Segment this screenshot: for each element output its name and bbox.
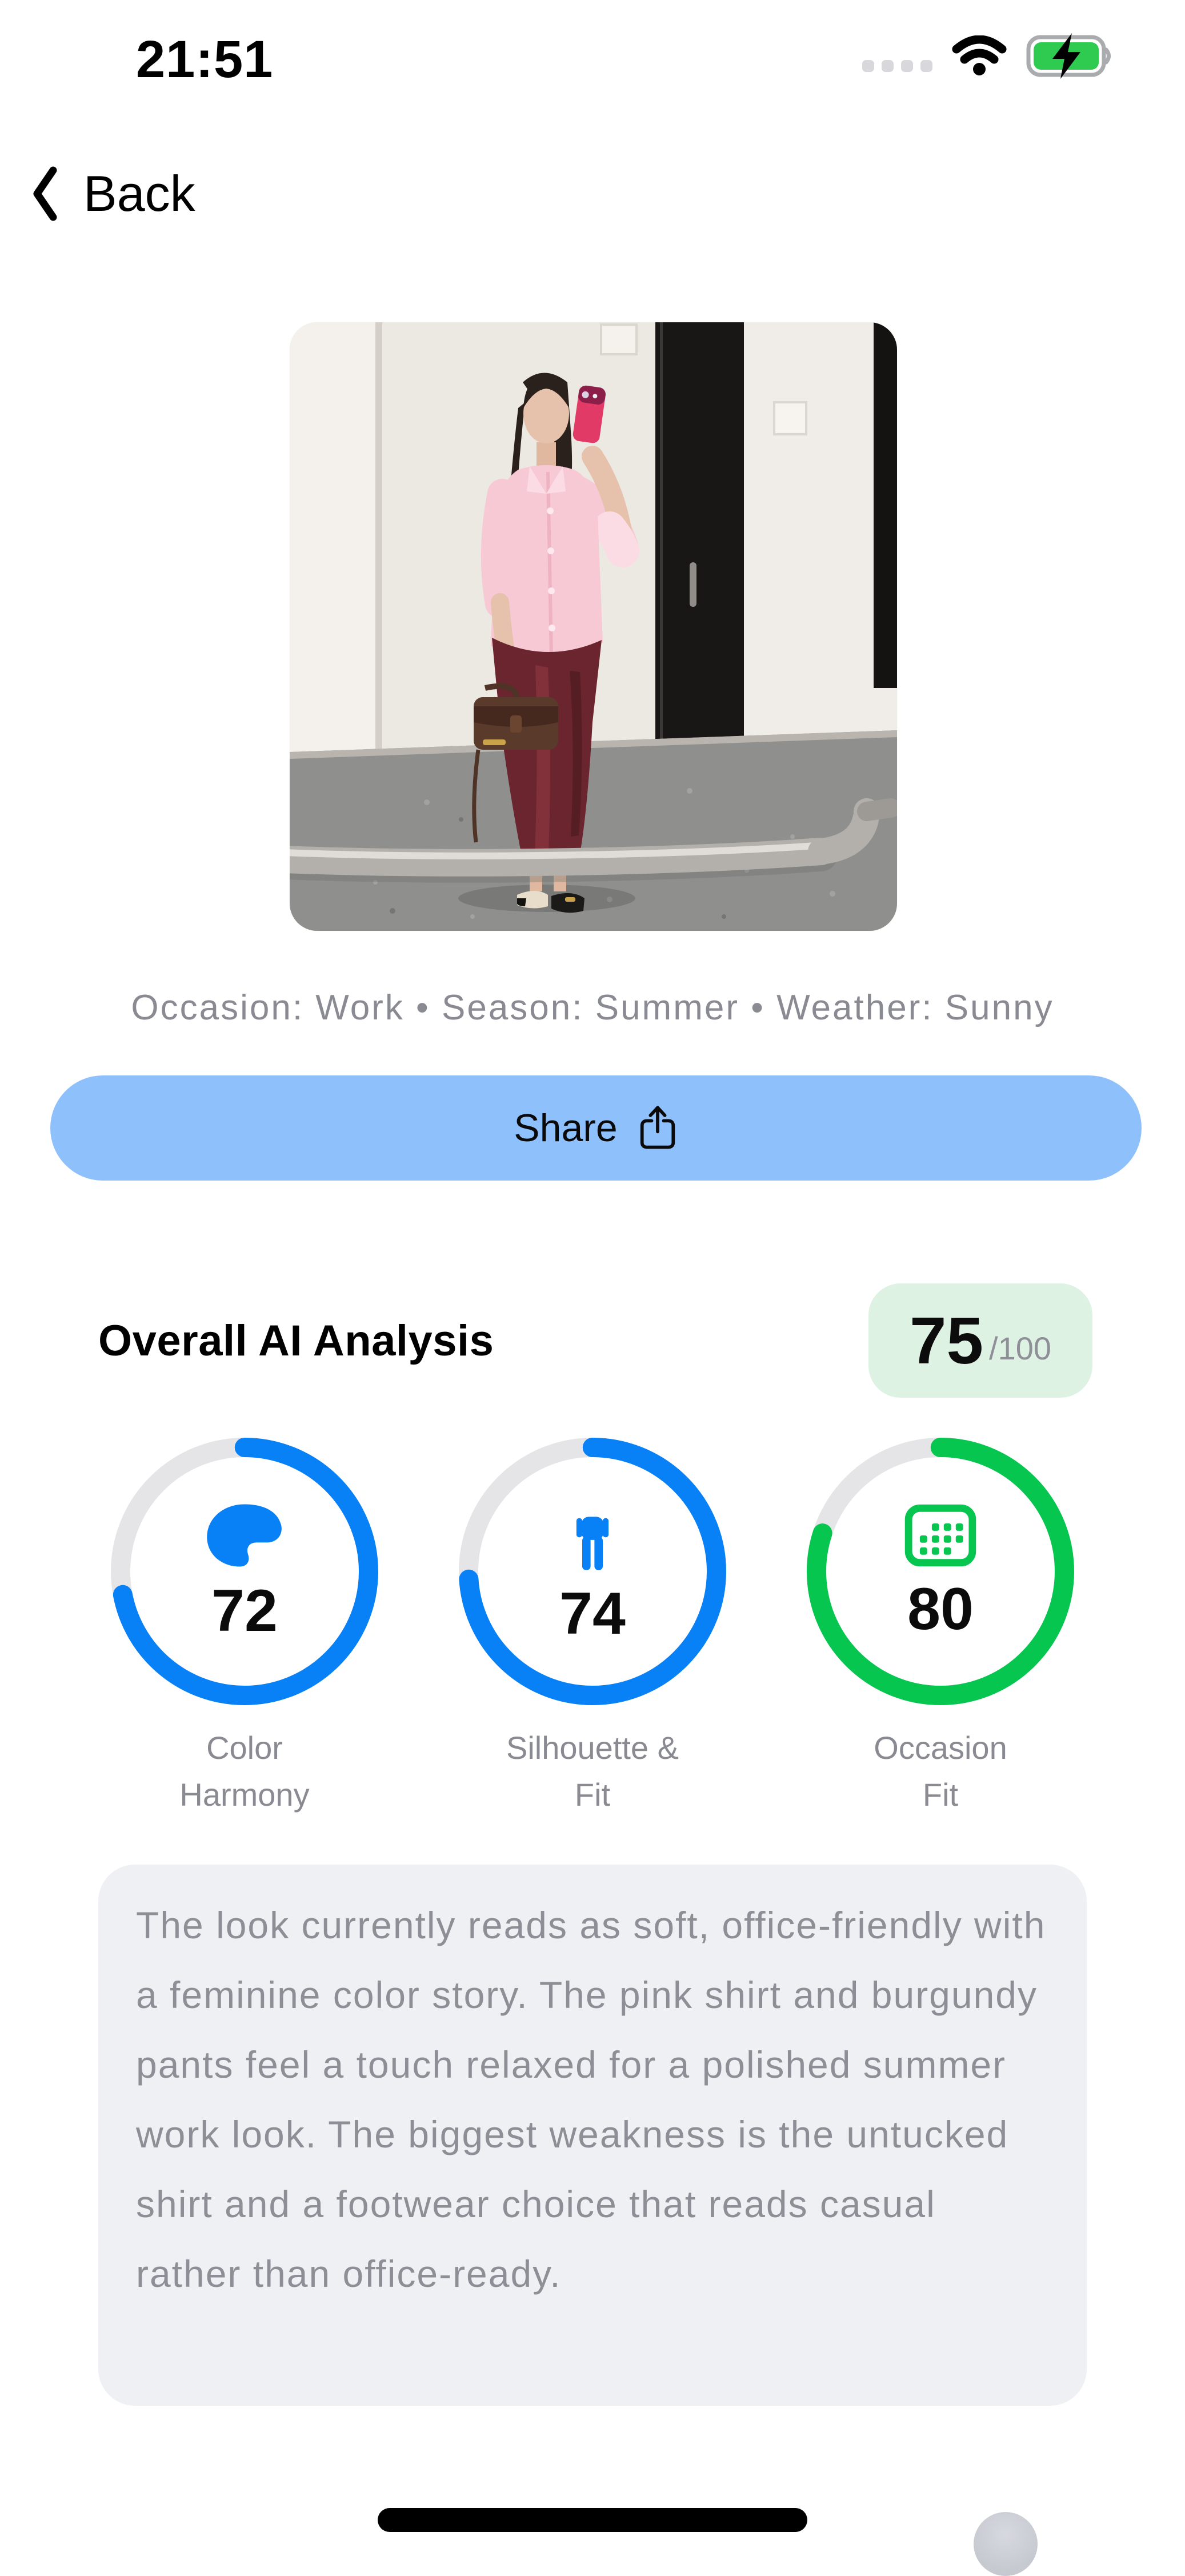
status-bar: 21:51 xyxy=(0,30,1185,98)
metric-occasion-fit: 80 Occasion Fit xyxy=(807,1438,1074,1818)
analysis-header: Overall AI Analysis 75 /100 xyxy=(98,1283,1092,1398)
color-harmony-label: Color Harmony xyxy=(179,1730,310,1813)
outfit-photo[interactable] xyxy=(290,322,897,931)
outfit-meta-line: Occasion: Work • Season: Summer • Weathe… xyxy=(131,988,1054,1027)
analysis-summary-text: The look currently reads as soft, office… xyxy=(136,1904,1046,2295)
silhouette-fit-label: Silhouette & Fit xyxy=(506,1730,679,1813)
person-icon xyxy=(572,1497,613,1574)
metric-silhouette-fit: 74 Silhouette & Fit xyxy=(459,1438,726,1818)
occasion-fit-ring: 80 xyxy=(807,1438,1074,1705)
occasion-fit-label: Occasion Fit xyxy=(874,1730,1007,1813)
analysis-title: Overall AI Analysis xyxy=(98,1316,494,1365)
overall-score-badge: 75 /100 xyxy=(868,1283,1092,1398)
back-button[interactable]: Back xyxy=(32,165,195,223)
silhouette-fit-score: 74 xyxy=(559,1581,626,1647)
overall-score-max: /100 xyxy=(989,1330,1052,1366)
wifi-icon xyxy=(952,35,1007,77)
palette-icon xyxy=(202,1500,287,1571)
clock-time: 21:51 xyxy=(136,30,274,89)
back-label: Back xyxy=(83,165,195,222)
overall-score-value: 75 xyxy=(909,1303,984,1378)
chevron-left-icon xyxy=(32,166,58,221)
silhouette-fit-ring: 74 xyxy=(459,1438,726,1705)
cellular-signal-icon xyxy=(862,59,932,72)
color-harmony-ring: 72 xyxy=(111,1438,378,1705)
calendar-icon xyxy=(904,1502,977,1569)
metric-rings-row: 72 Color Harmony xyxy=(0,1438,1185,1818)
metric-color-harmony: 72 Color Harmony xyxy=(111,1438,378,1818)
floating-button-partial[interactable] xyxy=(974,2512,1038,2576)
color-harmony-score: 72 xyxy=(211,1578,278,1644)
battery-charging-icon xyxy=(1026,33,1112,79)
analysis-summary-card: The look currently reads as soft, office… xyxy=(98,1865,1087,2406)
status-icons xyxy=(862,33,1112,79)
home-indicator[interactable] xyxy=(378,2508,807,2532)
share-icon xyxy=(637,1104,678,1152)
share-label: Share xyxy=(514,1106,618,1150)
occasion-fit-score: 80 xyxy=(907,1576,974,1642)
share-button[interactable]: Share xyxy=(50,1075,1142,1181)
